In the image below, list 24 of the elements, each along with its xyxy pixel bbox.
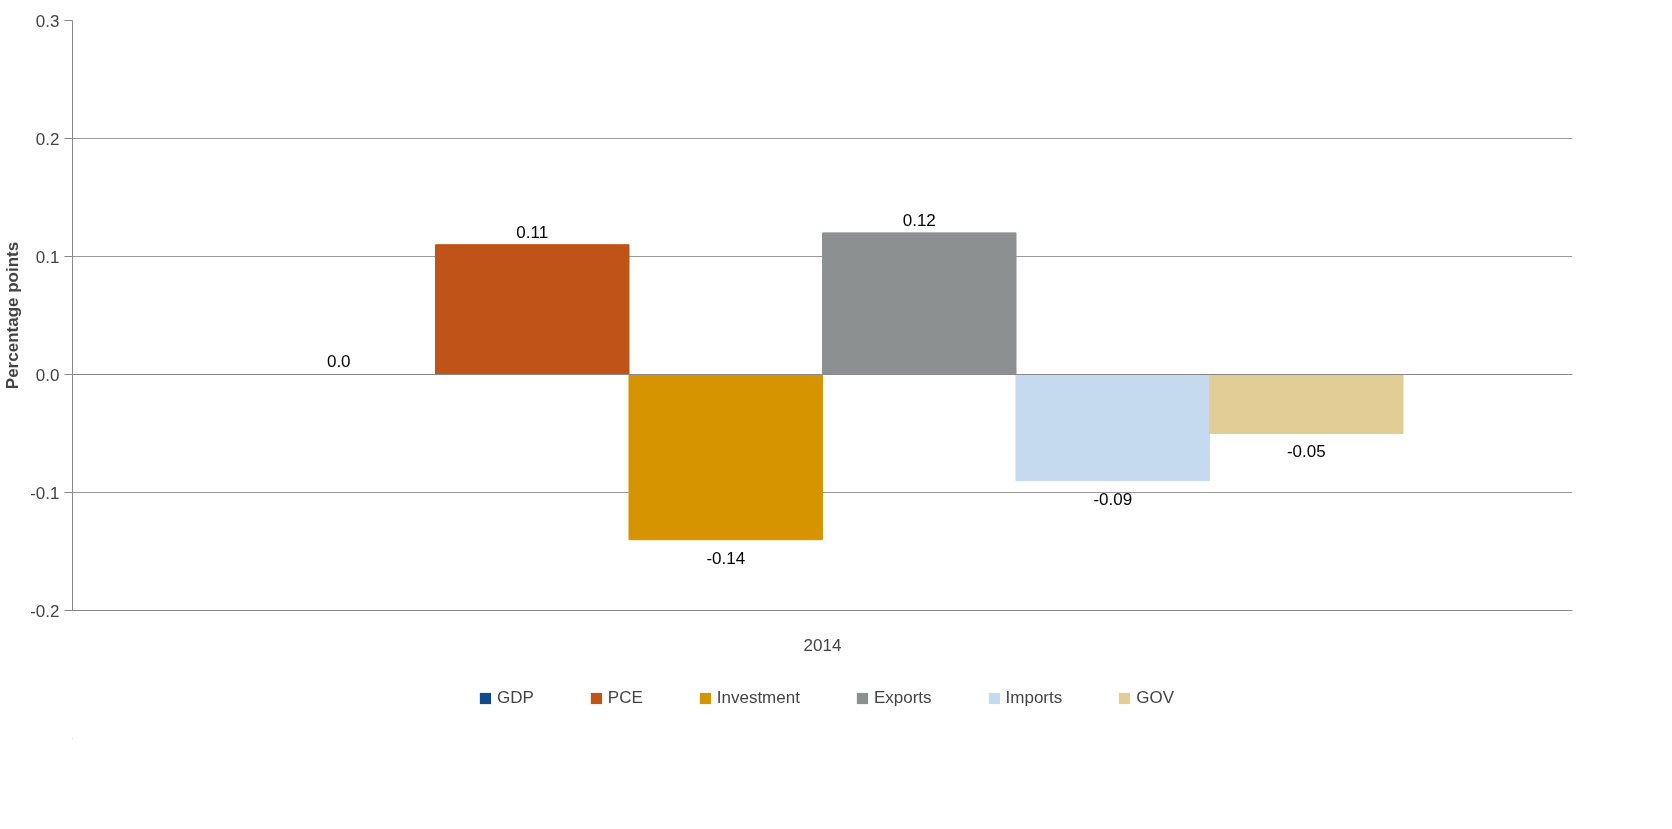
y-tick-label: 0.1: [35, 247, 60, 267]
data-label: 0.0: [326, 352, 351, 372]
y-tick-label: -0.2: [30, 601, 60, 621]
legend-label: GOV: [1136, 688, 1175, 708]
data-label: 0.12: [902, 210, 936, 230]
y-tick-label: 0.2: [35, 129, 60, 149]
bar: [1015, 374, 1210, 482]
x-tick-label: 2014: [803, 635, 842, 655]
data-label: 0.11: [516, 222, 549, 242]
y-tick-label: 0.0: [35, 365, 60, 385]
data-label: -0.05: [1286, 442, 1326, 462]
legend-label: Investment: [716, 688, 800, 708]
y-tick-label: 0.3: [35, 11, 60, 31]
legend-label: Imports: [1005, 688, 1063, 708]
y-tick-label: -0.1: [30, 483, 60, 503]
bar: [435, 244, 630, 375]
data-label: -0.14: [706, 548, 746, 568]
legend-label: GDP: [496, 688, 534, 708]
bar: [1209, 374, 1404, 434]
legend-label: PCE: [607, 688, 643, 708]
bar: [628, 374, 823, 541]
data-label: -0.09: [1093, 489, 1133, 509]
legend-label: Exports: [873, 688, 932, 708]
y-axis-title: Percentage points: [3, 241, 23, 390]
